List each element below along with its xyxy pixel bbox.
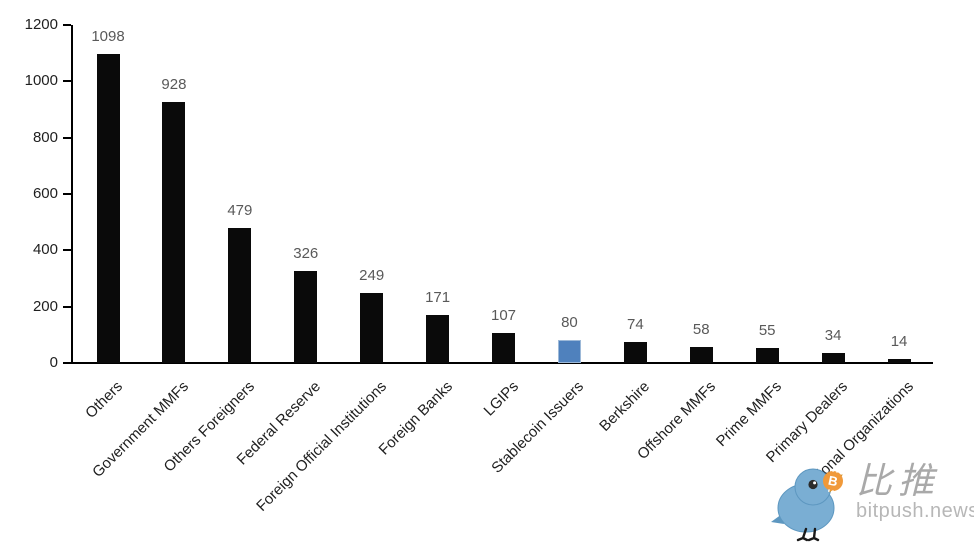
bitcoin-coin-icon: B <box>823 469 843 493</box>
y-axis-tick <box>63 249 71 252</box>
y-axis-tick <box>63 193 71 195</box>
bar-value-label: 58 <box>692 320 710 338</box>
bitpush-brand-site: bitpush.news <box>856 500 974 522</box>
y-axis-tick-label: 400 <box>32 241 58 259</box>
y-axis-line <box>71 25 73 363</box>
bar-Foreign Official Institutions <box>360 292 384 363</box>
bar-Offshore MMFs <box>689 346 713 363</box>
bar-value-label: 1098 <box>91 27 125 45</box>
bar-value-label: 14 <box>890 333 908 351</box>
bar-International Organizations <box>887 359 911 363</box>
bar-value-label: 107 <box>491 306 517 324</box>
y-axis-tick-label: 0 <box>49 354 58 371</box>
y-axis-tick <box>63 362 71 364</box>
bar-LGIPs <box>492 332 516 363</box>
bar-Others <box>96 53 120 363</box>
bar-Federal Reserve <box>294 271 318 363</box>
y-axis-tick-label: 1000 <box>24 72 58 90</box>
bar-Prime MMFs <box>755 347 779 363</box>
bitpush-bird-icon: B <box>771 468 843 542</box>
y-axis-tick-label: 800 <box>32 128 58 146</box>
bitpush-watermark: B 比推 bitpush.news <box>768 452 974 543</box>
bar-Stablecoin Issuers <box>557 340 581 363</box>
bar-Foreign Banks <box>426 314 450 363</box>
bar-value-label: 249 <box>359 266 385 284</box>
bar-Berkshire <box>623 342 647 363</box>
y-axis-tick-label: 1200 <box>24 16 58 33</box>
bar-value-label: 74 <box>627 316 644 334</box>
bar-value-label: 34 <box>824 327 842 345</box>
bar-value-label: 479 <box>227 202 253 220</box>
bar-value-label: 171 <box>425 288 451 306</box>
y-axis-tick <box>63 305 71 308</box>
y-axis-tick <box>63 136 71 139</box>
y-axis-tick <box>63 80 71 83</box>
y-axis-tick-label: 600 <box>32 185 58 202</box>
svg-text:B: B <box>827 473 839 490</box>
bar-value-label: 80 <box>561 314 578 332</box>
y-axis-tick-label: 200 <box>32 297 58 315</box>
bar-value-label: 326 <box>293 245 319 263</box>
bar-value-label: 55 <box>758 321 776 339</box>
bar-Others Foreigners <box>228 228 252 363</box>
bitpush-brand-cn: 比推 <box>856 460 941 501</box>
bar-value-label: 928 <box>161 75 187 93</box>
x-axis-line <box>71 362 933 364</box>
y-axis-tick <box>63 24 71 26</box>
bar-Primary Dealers <box>821 353 845 363</box>
bar-Government MMFs <box>162 101 186 363</box>
